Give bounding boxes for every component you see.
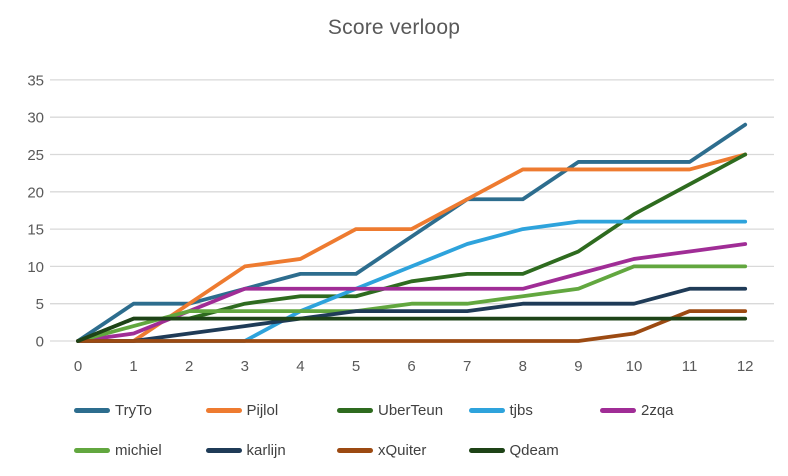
- legend-item-TryTo: TryTo: [74, 402, 152, 419]
- series-lines: [76, 122, 748, 343]
- legend-label-xQuiter: xQuiter: [378, 442, 427, 459]
- legend-label-TryTo: TryTo: [115, 402, 152, 419]
- legend-swatch-Pijlol: [205, 408, 242, 413]
- legend-item-2zqa: 2zqa: [600, 402, 674, 419]
- series-line-Pijlol: [76, 152, 748, 343]
- y-tick-label: 20: [27, 184, 44, 201]
- y-tick-label: 35: [27, 72, 44, 89]
- legend-label-Qdeam: Qdeam: [509, 442, 559, 459]
- x-tick-label: 3: [241, 358, 249, 375]
- x-tick-label: 5: [352, 358, 360, 375]
- x-tick-label: 4: [296, 358, 304, 375]
- x-tick-label: 12: [737, 358, 754, 375]
- chart-title: Score verloop: [327, 16, 461, 39]
- legend-label-Pijlol: Pijlol: [246, 402, 279, 419]
- x-tick-label: 1: [129, 358, 137, 375]
- legend-item-Qdeam: Qdeam: [468, 442, 559, 459]
- y-tick-label: 30: [27, 110, 44, 127]
- x-tick-label: 11: [682, 358, 698, 375]
- y-tick-label: 15: [27, 222, 44, 239]
- legend-item-tjbs: tjbs: [468, 402, 533, 419]
- legend-swatch-tjbs: [468, 408, 505, 413]
- legend-swatch-UberTeun: [337, 408, 373, 413]
- y-axis-labels: 0 5 10 15 20 25 30 35: [27, 72, 44, 350]
- legend-swatch-karlijn: [205, 448, 242, 453]
- y-tick-label: 0: [36, 334, 44, 351]
- y-tick-label: 25: [27, 147, 44, 164]
- legend-swatch-Qdeam: [468, 448, 505, 453]
- legend-label-UberTeun: UberTeun: [378, 402, 444, 419]
- x-tick-label: 9: [574, 358, 582, 375]
- x-tick-label: 10: [626, 358, 643, 375]
- series-line-Qdeam: [76, 316, 748, 343]
- legend-label-michiel: michiel: [115, 442, 162, 459]
- legend-swatch-TryTo: [74, 408, 110, 413]
- x-tick-label: 8: [519, 358, 527, 375]
- legend-item-Pijlol: Pijlol: [205, 402, 279, 419]
- legend-item-michiel: michiel: [74, 442, 162, 459]
- legend-label-tjbs: tjbs: [509, 402, 533, 419]
- series-line-2zqa: [76, 242, 748, 343]
- series-line-xQuiter: [76, 309, 748, 343]
- legend-swatch-xQuiter: [337, 448, 373, 453]
- y-tick-label: 10: [27, 259, 44, 276]
- series-line-karlijn: [76, 286, 748, 343]
- legend-item-UberTeun: UberTeun: [337, 402, 443, 419]
- legend-item-xQuiter: xQuiter: [337, 442, 426, 459]
- series-line-TryTo: [76, 122, 748, 343]
- legend-label-2zqa: 2zqa: [641, 402, 674, 419]
- legend-swatch-michiel: [74, 448, 110, 453]
- x-tick-label: 7: [463, 358, 471, 375]
- legend-label-karlijn: karlijn: [246, 442, 286, 459]
- series-line-michiel: [76, 264, 748, 343]
- x-tick-label: 0: [74, 358, 82, 375]
- x-tick-label: 6: [407, 358, 415, 375]
- y-tick-label: 5: [36, 296, 44, 313]
- legend-item-karlijn: karlijn: [205, 442, 286, 459]
- x-axis-labels: 0 1 2 3 4 5 6 7 8 9 10 11 12: [74, 358, 754, 375]
- x-tick-label: 2: [185, 358, 193, 375]
- legend-swatch-2zqa: [600, 408, 636, 413]
